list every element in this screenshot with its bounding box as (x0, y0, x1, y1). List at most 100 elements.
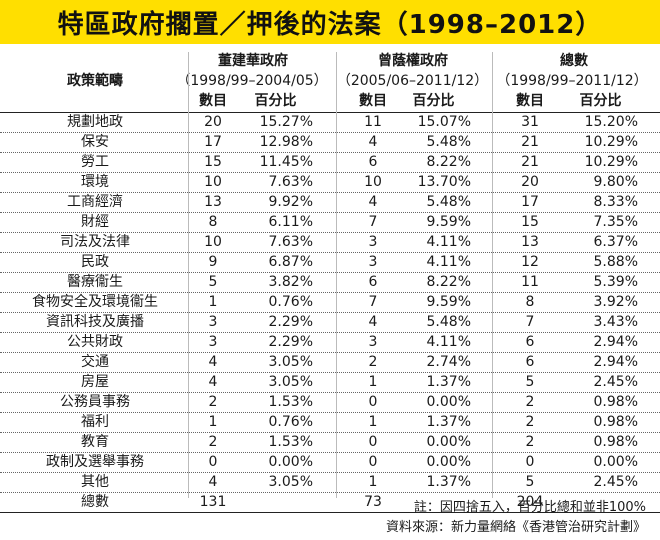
table-row: 公務員事務 2 1.53% 0 0.00% 2 0.98% (0, 393, 660, 413)
cell-n3: 7 (525, 314, 535, 330)
cell-n2: 1 (368, 374, 378, 390)
cell-name: 規劃地政 (67, 114, 123, 130)
cell-p1: 7.63% (268, 234, 313, 250)
footnote: 註：因四捨五入，百分比總和並非100% (413, 500, 646, 515)
cell-p3: 2.94% (593, 354, 638, 370)
cell-name: 環境 (81, 174, 109, 190)
cell-n1: 9 (208, 254, 218, 270)
cell-p2: 2.74% (426, 354, 471, 370)
header-period-1: （1998/99–2004/05） (176, 73, 328, 89)
cell-n2: 3 (368, 334, 378, 350)
cell-p2: 5.48% (426, 314, 471, 330)
total-row: 總數 131 73 204 (0, 493, 660, 513)
header-row-metrics: 數目 百分比 數目 百分比 數目 百分比 (0, 92, 660, 113)
cell-p1: 1.53% (268, 434, 313, 450)
header-category: 政策範疇 (67, 73, 123, 89)
total-count-1: 131 (199, 494, 227, 510)
header-count-1: 數目 (199, 93, 227, 109)
table-row: 資訊科技及廣播 3 2.29% 4 5.48% 7 3.43% (0, 313, 660, 333)
cell-p2: 15.07% (417, 114, 471, 130)
cell-p3: 0.00% (593, 454, 638, 470)
cell-p1: 3.05% (268, 474, 313, 490)
cell-p1: 15.27% (259, 114, 313, 130)
cell-n1: 17 (204, 134, 222, 150)
cell-p2: 0.00% (426, 394, 471, 410)
table-row: 教育 2 1.53% 0 0.00% 2 0.98% (0, 433, 660, 453)
cell-p1: 3.82% (268, 274, 313, 290)
header-count-3: 數目 (516, 93, 544, 109)
total-count-3: 204 (516, 494, 544, 510)
cell-p2: 8.22% (426, 154, 471, 170)
cell-p1: 2.29% (268, 334, 313, 350)
cell-p3: 6.37% (593, 234, 638, 250)
cell-p1: 6.11% (268, 214, 313, 230)
cell-name: 資訊科技及廣播 (46, 314, 144, 330)
cell-n2: 7 (368, 214, 378, 230)
cell-n1: 8 (208, 214, 218, 230)
cell-name: 其他 (81, 474, 109, 490)
cell-n1: 5 (208, 274, 218, 290)
cell-p1: 0.76% (268, 294, 313, 310)
total-label: 總數 (81, 494, 109, 510)
cell-name: 公務員事務 (60, 394, 130, 410)
cell-n3: 17 (521, 194, 539, 210)
cell-p3: 2.45% (593, 474, 638, 490)
cell-n2: 3 (368, 254, 378, 270)
cell-name: 司法及法律 (60, 234, 130, 250)
cell-p3: 8.33% (593, 194, 638, 210)
cell-p1: 0.00% (268, 454, 313, 470)
source-note: 資料來源：新力量網絡《香港管治研究計劃》 (385, 520, 646, 535)
cell-name: 福利 (81, 414, 109, 430)
header-row-govt: 董建華政府 曾蔭權政府 總數 (0, 52, 660, 72)
cell-name: 交通 (81, 354, 109, 370)
table-row: 其他 4 3.05% 1 1.37% 5 2.45% (0, 473, 660, 493)
cell-n2: 4 (368, 314, 378, 330)
cell-n3: 2 (525, 394, 535, 410)
cell-p1: 12.98% (259, 134, 313, 150)
cell-p2: 13.70% (417, 174, 471, 190)
cell-n3: 13 (521, 234, 539, 250)
header-count-2: 數目 (359, 93, 387, 109)
cell-p1: 9.92% (268, 194, 313, 210)
cell-name: 公共財政 (67, 334, 123, 350)
cell-p2: 4.11% (426, 254, 471, 270)
cell-n2: 4 (368, 194, 378, 210)
cell-p2: 4.11% (426, 334, 471, 350)
cell-n2: 1 (368, 414, 378, 430)
cell-n3: 6 (525, 354, 535, 370)
cell-name: 工商經濟 (67, 194, 123, 210)
cell-n2: 4 (368, 134, 378, 150)
header-row-period: 政策範疇 （1998/99–2004/05） （2005/06–2011/12）… (0, 72, 660, 92)
cell-p1: 3.05% (268, 374, 313, 390)
cell-p1: 3.05% (268, 354, 313, 370)
cell-n2: 6 (368, 274, 378, 290)
column-separator (492, 52, 493, 498)
cell-p1: 0.76% (268, 414, 313, 430)
cell-n1: 4 (208, 374, 218, 390)
cell-name: 教育 (81, 434, 109, 450)
cell-p2: 1.37% (426, 474, 471, 490)
header-govt-3: 總數 (560, 53, 588, 69)
cell-n1: 13 (204, 194, 222, 210)
cell-n3: 2 (525, 434, 535, 450)
cell-n2: 1 (368, 474, 378, 490)
cell-n3: 5 (525, 474, 535, 490)
cell-name: 財經 (81, 214, 109, 230)
table-row: 交通 4 3.05% 2 2.74% 6 2.94% (0, 353, 660, 373)
cell-n2: 10 (364, 174, 382, 190)
header-percent-2: 百分比 (412, 93, 455, 109)
cell-p3: 9.80% (593, 174, 638, 190)
data-rows: 規劃地政 20 15.27% 11 15.07% 31 15.20% 保安 17 12.98% 4 5… (0, 113, 660, 493)
table-row: 政制及選舉事務 0 0.00% 0 0.00% 0 0.00% (0, 453, 660, 473)
cell-n3: 11 (521, 274, 539, 290)
cell-p1: 2.29% (268, 314, 313, 330)
table-row: 財經 8 6.11% 7 9.59% 15 7.35% (0, 213, 660, 233)
cell-p3: 5.88% (593, 254, 638, 270)
header-percent-1: 百分比 (254, 93, 297, 109)
cell-name: 保安 (81, 134, 109, 150)
cell-p2: 9.59% (426, 214, 471, 230)
cell-p2: 4.11% (426, 234, 471, 250)
cell-name: 民政 (81, 254, 109, 270)
table-row: 勞工 15 11.45% 6 8.22% 21 10.29% (0, 153, 660, 173)
header-govt-1: 董建華政府 (218, 53, 288, 69)
